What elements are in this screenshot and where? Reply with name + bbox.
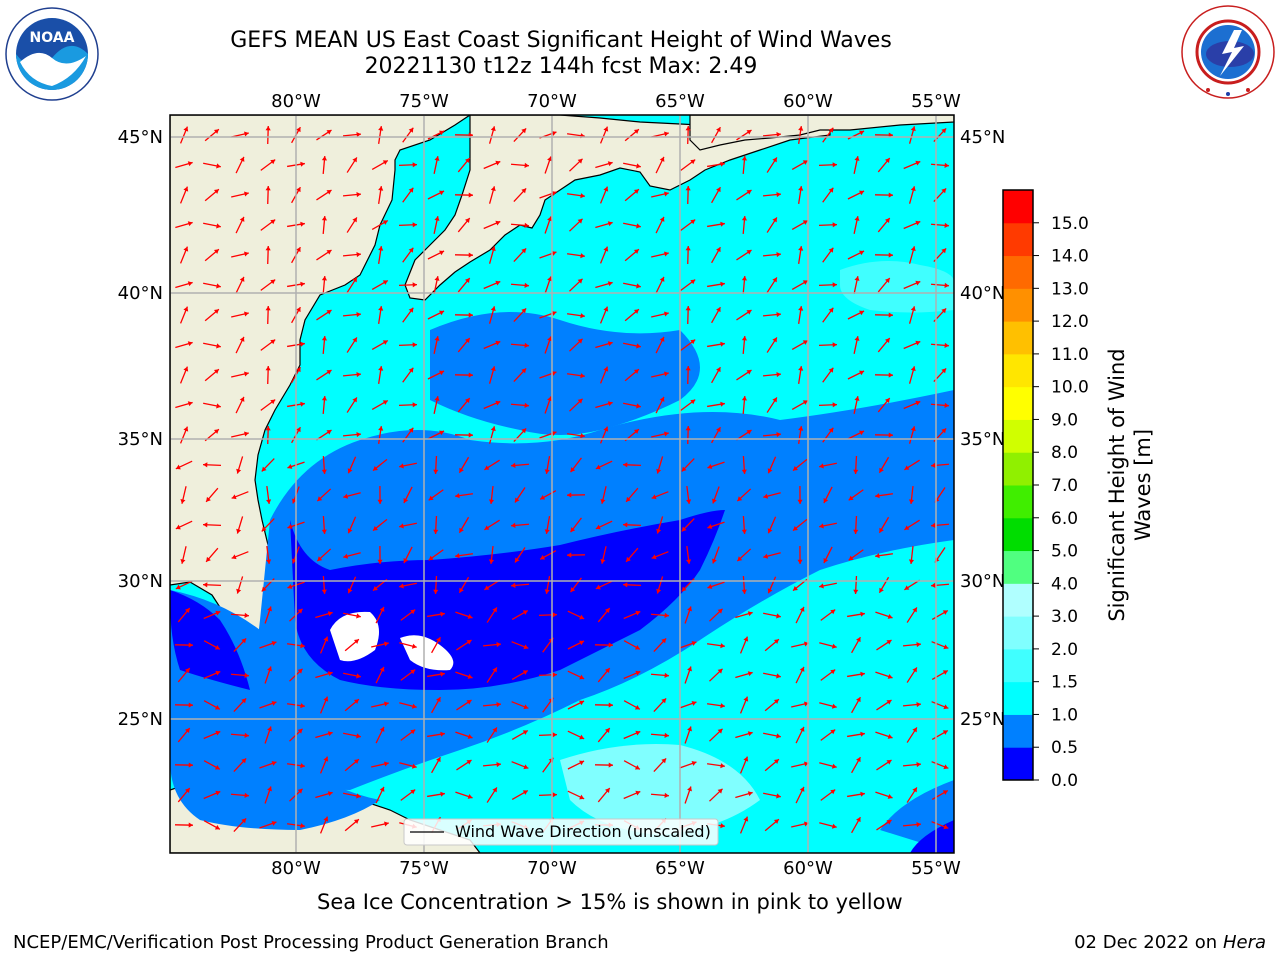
lat-label-right: 25°N [960,709,1005,730]
legend-box [403,818,719,846]
colorbar-tick-label: 7.0 [1051,476,1078,496]
lon-label-bottom: 75°W [399,858,449,879]
colorbar-swatch [1003,550,1033,584]
colorbar-tick-label: 8.0 [1051,443,1078,463]
colorbar-swatch [1003,616,1033,650]
lon-label-top: 65°W [655,91,705,112]
colorbar-tick-label: 1.0 [1051,705,1078,725]
lon-label-bottom: 55°W [911,858,961,879]
colorbar-tick-label: 5.0 [1051,542,1078,562]
sea-ice-note: Sea Ice Concentration > 15% is shown in … [317,890,903,914]
colorbar-tick-label: 12.0 [1051,312,1089,332]
date-text: 02 Dec 2022 on Hera [1074,932,1266,953]
lat-label-right: 40°N [960,283,1005,304]
colorbar-swatch [1003,321,1033,355]
land-mask-bahamas [330,611,379,662]
chart-subtitle: 20221130 t12z 144h fcst Max: 2.49 [364,54,758,79]
colorbar-swatch [1003,190,1033,224]
colorbar-swatch [1003,681,1033,715]
band-low-gulf [170,590,250,690]
colorbar-swatch [1003,452,1033,486]
colorbar-swatch [1003,648,1033,683]
colorbar-tick-label: 0.5 [1051,738,1078,758]
colorbar-swatch [1003,419,1033,453]
colorbar-tick-label: 4.0 [1051,574,1078,594]
colorbar-swatch [1003,583,1033,617]
colorbar-swatch [1003,353,1033,388]
band-elevated-north [840,261,954,313]
lon-label-bottom: 70°W [527,858,577,879]
colorbar-swatch [1003,288,1033,322]
lon-label-top: 70°W [527,91,577,112]
band-low-core [290,510,725,690]
colorbar-tick-label: 11.0 [1051,345,1089,365]
colorbar-tick-label: 0.0 [1051,771,1078,791]
lon-label-top: 55°W [911,91,961,112]
colorbar-swatch [1003,485,1033,519]
lon-label-bottom: 60°W [783,858,833,879]
colorbar-swatch [1003,747,1033,781]
lon-label-top: 75°W [399,91,449,112]
lat-label-left: 35°N [118,429,163,450]
nws-logo [1181,5,1275,99]
colorbar-tick-label: 13.0 [1051,279,1089,299]
colorbar-swatch [1003,386,1033,420]
lat-label-left: 40°N [118,283,163,304]
credit-text: NCEP/EMC/Verification Post Processing Pr… [13,932,609,953]
colorbar-tick-label: 1.5 [1051,673,1078,693]
colorbar-tick-label: 6.0 [1051,509,1078,529]
colorbar-tick-label: 15.0 [1051,214,1089,234]
lat-label-right: 30°N [960,571,1005,592]
lat-label-right: 45°N [960,127,1005,148]
colorbar-swatch [1003,517,1033,552]
colorbar-swatch [1003,222,1033,257]
lon-label-bottom: 65°W [655,858,705,879]
colorbar-tick-label: 10.0 [1051,378,1089,398]
lon-label-bottom: 80°W [271,858,321,879]
lon-label-top: 60°W [783,91,833,112]
colorbar-tick-label: 2.0 [1051,640,1078,660]
lat-label-right: 35°N [960,429,1005,450]
colorbar-tick-label: 3.0 [1051,607,1078,627]
map-field [170,115,954,853]
noaa-logo: NOAA [5,7,99,101]
colorbar-swatch [1003,255,1033,289]
colorbar-tick-label: 9.0 [1051,410,1078,430]
lat-label-left: 30°N [118,571,163,592]
colorbar-swatch [1003,714,1033,748]
map-frame [169,114,955,854]
lat-label-left: 25°N [118,709,163,730]
band-low-southeast [910,820,954,853]
colorbar-tick-label: 14.0 [1051,247,1089,267]
chart-title: GEFS MEAN US East Coast Significant Heig… [230,28,892,53]
legend-label: Wind Wave Direction (unscaled) [455,822,711,841]
lat-label-left: 45°N [118,127,163,148]
lon-label-top: 80°W [271,91,321,112]
noaa-logo-text: NOAA [30,30,75,46]
